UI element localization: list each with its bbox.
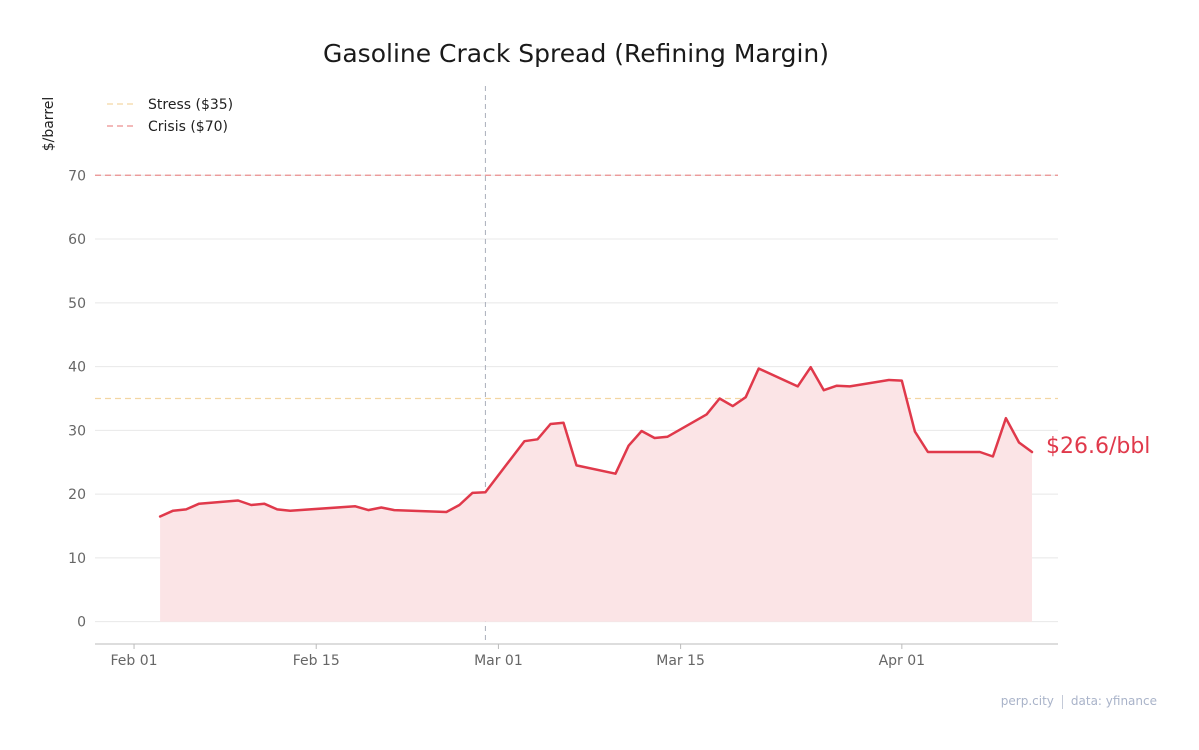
footer-credit: data: yfinance	[1070, 694, 1157, 708]
y-tick-label: 60	[68, 232, 86, 248]
y-tick-label: 50	[68, 296, 86, 312]
footer-source: perp.city	[1000, 694, 1054, 708]
chart-title: Gasoline Crack Spread (Refining Margin)	[323, 39, 829, 68]
threshold-lines	[95, 174, 1058, 400]
y-tick-label: 70	[68, 168, 86, 184]
series-line	[158, 365, 1034, 518]
series-layer	[158, 365, 1034, 622]
axes: 0 10 20 30 40 50 60 70 Feb 01 Feb 15 Mar 01 Mar 15 A…	[68, 168, 1058, 669]
x-tick-label: Apr 01	[879, 653, 925, 669]
y-tick-label: 30	[68, 423, 86, 439]
y-tick-label: 0	[77, 615, 86, 631]
x-tick-label: Feb 01	[111, 653, 158, 669]
legend-label: Crisis ($70)	[148, 119, 228, 135]
legend: Stress ($35) Crisis ($70)	[107, 97, 233, 135]
y-axis-label: $/barrel	[41, 97, 57, 152]
footer-separator	[1061, 694, 1063, 709]
annotations: $26.6/bbl	[1046, 434, 1150, 459]
x-tick-label: Feb 15	[293, 653, 340, 669]
y-tick-label: 40	[68, 360, 86, 376]
y-tick-label: 10	[68, 551, 86, 567]
y-tick-label: 20	[68, 487, 86, 503]
series-area	[160, 367, 1033, 622]
x-tick-label: Mar 01	[474, 653, 523, 669]
last-value-label: $26.6/bbl	[1046, 434, 1150, 459]
x-tick-label: Mar 15	[656, 653, 705, 669]
legend-label: Stress ($35)	[148, 97, 233, 113]
footer: perp.city data: yfinance	[1001, 694, 1157, 709]
